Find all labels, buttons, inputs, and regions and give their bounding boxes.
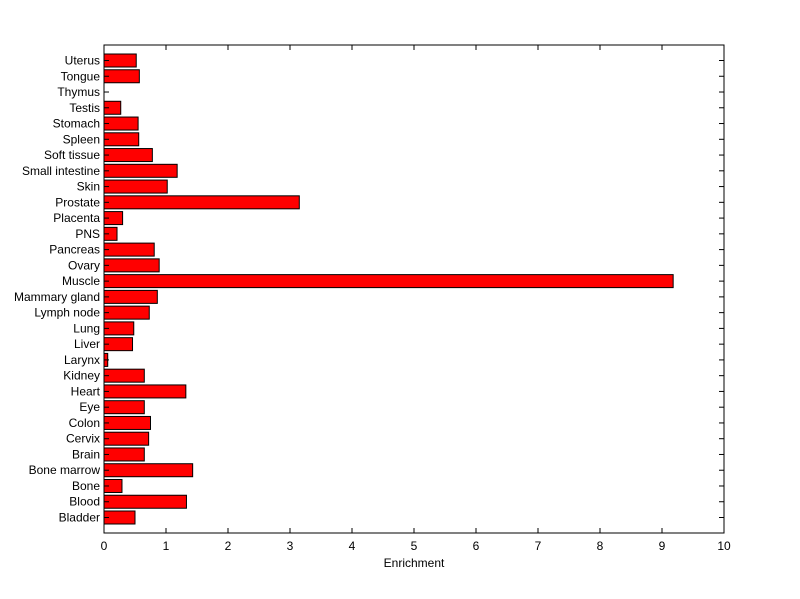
y-tick-label-thymus: Thymus (57, 85, 100, 99)
x-tick-label-4: 4 (349, 539, 356, 553)
y-tick-label-skin: Skin (77, 180, 100, 194)
x-tick-label-1: 1 (163, 539, 170, 553)
y-tick-label-ovary: Ovary (68, 258, 100, 272)
y-tick-label-bladder: Bladder (59, 511, 100, 525)
y-tick-label-small-intestine: Small intestine (22, 164, 100, 178)
bar-cervix (103, 431, 150, 446)
x-tick-label-6: 6 (473, 539, 480, 553)
plot-frame (103, 44, 725, 534)
bar-bone-marrow (103, 463, 194, 478)
bar-soft-tissue (103, 148, 153, 163)
bar-blood (103, 494, 187, 509)
bar-tongue (103, 69, 140, 84)
y-tick-label-bone: Bone (72, 479, 100, 493)
bar-heart (103, 384, 187, 399)
y-tick-label-larynx: Larynx (64, 353, 100, 367)
bar-brain (103, 447, 145, 462)
y-tick-label-uterus: Uterus (65, 54, 100, 68)
x-tick-label-0: 0 (101, 539, 108, 553)
y-tick-label-heart: Heart (71, 384, 101, 398)
bar-kidney (103, 368, 145, 383)
bar-eye (103, 400, 145, 415)
x-tick-label-10: 10 (717, 539, 731, 553)
y-tick-label-testis: Testis (69, 101, 100, 115)
y-tick-label-tongue: Tongue (61, 69, 101, 83)
bar-small-intestine (103, 163, 178, 178)
x-tick-label-8: 8 (597, 539, 604, 553)
y-tick-label-pns: PNS (75, 227, 100, 241)
y-tick-label-muscle: Muscle (62, 274, 100, 288)
y-tick-label-lymph-node: Lymph node (34, 306, 100, 320)
y-tick-label-bone-marrow: Bone marrow (29, 463, 101, 477)
bar-muscle (103, 274, 674, 289)
x-axis-label: Enrichment (384, 556, 445, 570)
bar-mammary-gland (103, 289, 158, 304)
x-tick-label-7: 7 (535, 539, 542, 553)
bar-skin (103, 179, 168, 194)
bar-lymph-node (103, 305, 150, 320)
bar-stomach (103, 116, 139, 131)
x-tick-label-9: 9 (659, 539, 666, 553)
y-tick-label-soft-tissue: Soft tissue (44, 148, 100, 162)
y-tick-label-kidney: Kidney (63, 369, 100, 383)
bar-colon (103, 415, 151, 430)
bar-prostate (103, 195, 300, 210)
x-tick-label-3: 3 (287, 539, 294, 553)
y-tick-label-lung: Lung (73, 321, 100, 335)
y-tick-label-liver: Liver (74, 337, 100, 351)
x-tick-label-5: 5 (411, 539, 418, 553)
y-tick-label-spleen: Spleen (63, 132, 100, 146)
bar-spleen (103, 132, 140, 147)
y-tick-label-prostate: Prostate (55, 195, 100, 209)
bar-pancreas (103, 242, 155, 257)
x-ticks-group: 0 1 2 3 4 5 6 7 8 9 10 (101, 45, 731, 553)
y-tick-label-stomach: Stomach (53, 117, 100, 131)
y-tick-label-colon: Colon (69, 416, 100, 430)
y-tick-label-mammary-gland: Mammary gland (14, 290, 100, 304)
y-tick-label-pancreas: Pancreas (49, 243, 100, 257)
bar-ovary (103, 258, 160, 273)
y-tick-label-eye: Eye (79, 400, 100, 414)
y-tick-label-cervix: Cervix (66, 432, 100, 446)
y-tick-label-blood: Blood (69, 495, 100, 509)
bars-group (103, 53, 674, 525)
x-tick-label-2: 2 (225, 539, 232, 553)
y-tick-label-placenta: Placenta (53, 211, 100, 225)
y-tick-label-brain: Brain (72, 447, 100, 461)
